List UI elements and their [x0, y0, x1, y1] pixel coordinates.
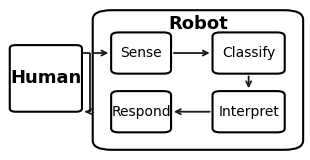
Text: Interpret: Interpret [218, 105, 279, 119]
FancyBboxPatch shape [10, 45, 82, 112]
FancyBboxPatch shape [213, 32, 285, 74]
FancyBboxPatch shape [213, 91, 285, 132]
Text: Respond: Respond [111, 105, 171, 119]
Text: Classify: Classify [222, 46, 275, 60]
FancyBboxPatch shape [111, 32, 171, 74]
FancyBboxPatch shape [111, 91, 171, 132]
FancyBboxPatch shape [93, 10, 303, 150]
Text: Human: Human [10, 69, 82, 87]
Text: Robot: Robot [168, 16, 228, 33]
Text: Sense: Sense [120, 46, 162, 60]
